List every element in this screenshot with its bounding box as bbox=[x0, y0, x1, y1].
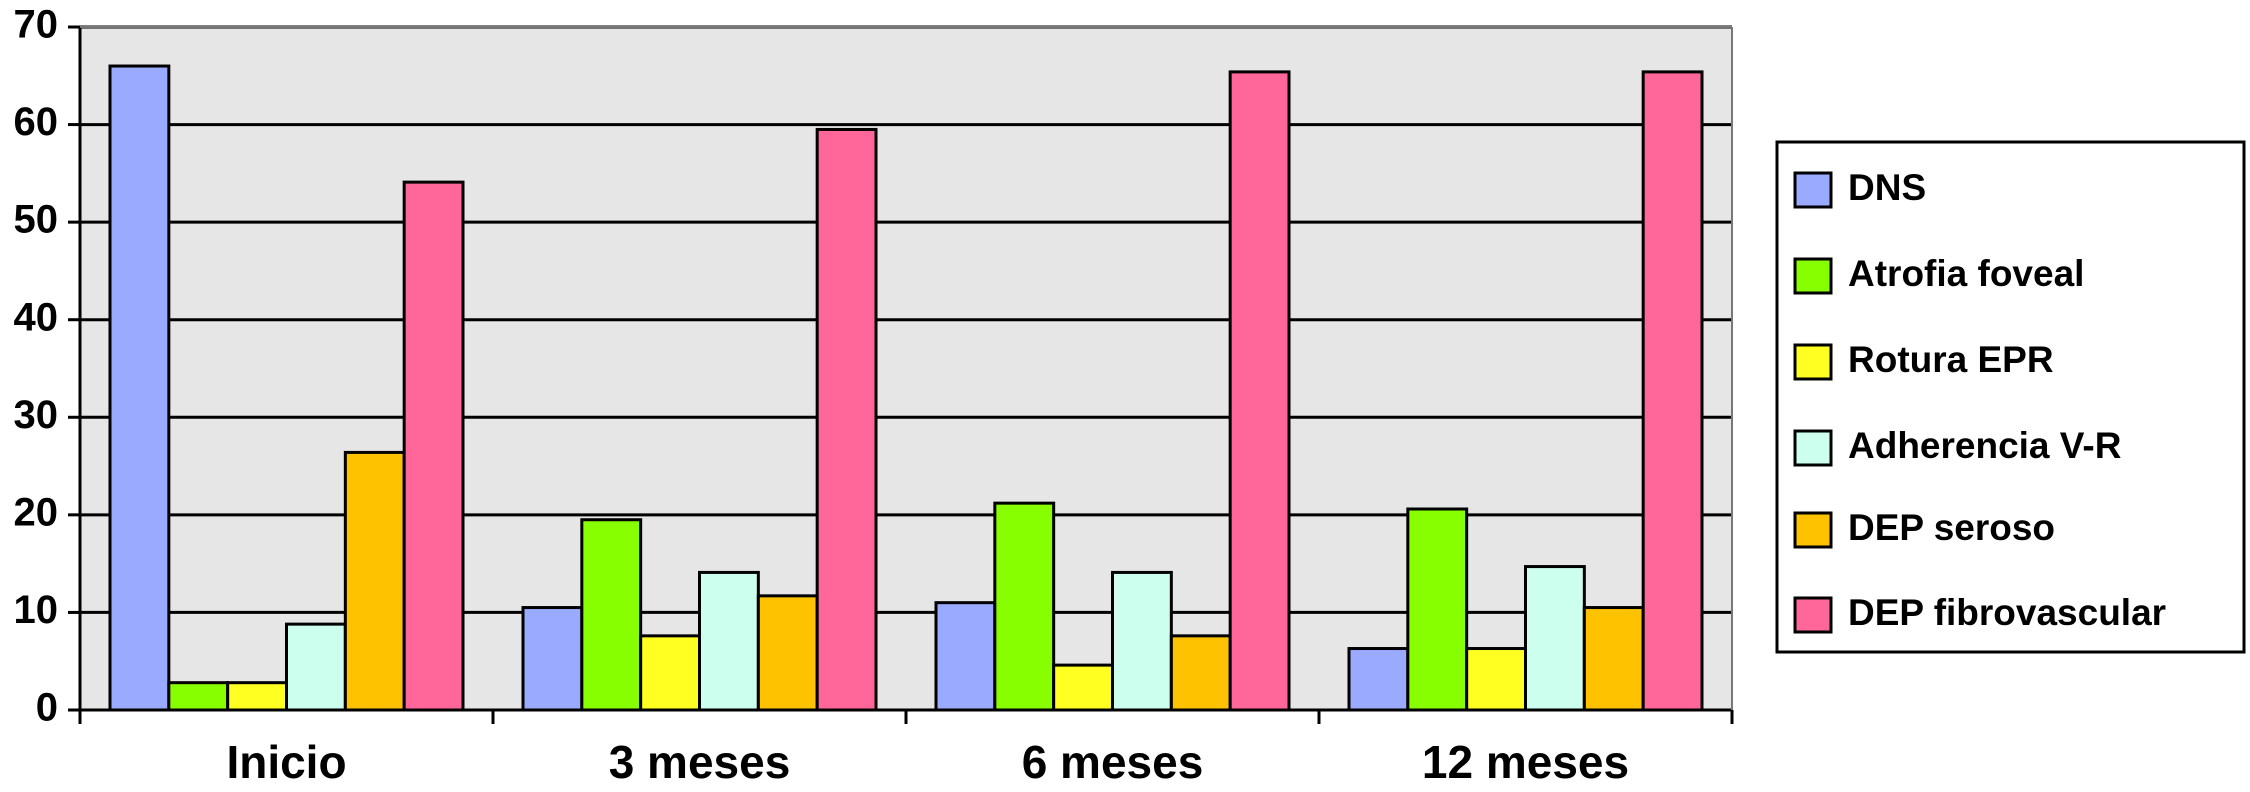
bar-rotura-epr-1 bbox=[639, 634, 702, 712]
bar-adherencia-v-r-1 bbox=[698, 570, 760, 712]
legend-label: Rotura EPR bbox=[1848, 339, 2054, 380]
bar-dep-seroso-1 bbox=[756, 594, 819, 712]
legend-swatch bbox=[1793, 596, 1833, 634]
legend-box bbox=[1775, 140, 2246, 654]
bar-dns-1 bbox=[521, 606, 584, 712]
bar-atrofia-foveal-1 bbox=[580, 518, 643, 712]
bar-dep-fibrovascular-1 bbox=[815, 127, 878, 712]
legend-swatch bbox=[1793, 171, 1833, 209]
x-tick-label: 6 meses bbox=[1022, 736, 1204, 788]
bar-atrofia-foveal-3 bbox=[1406, 507, 1469, 712]
legend-swatch bbox=[1793, 343, 1833, 381]
bar-rotura-epr-0 bbox=[226, 681, 289, 712]
bar-dep-seroso-2 bbox=[1169, 634, 1232, 712]
bar-rotura-epr-3 bbox=[1465, 647, 1527, 712]
legend-swatch bbox=[1793, 511, 1833, 549]
bar-dep-seroso-0 bbox=[343, 450, 406, 712]
legend-swatch bbox=[1793, 257, 1833, 295]
plot-area bbox=[80, 27, 1732, 710]
axes bbox=[78, 26, 1734, 724]
y-tick-label: 40 bbox=[14, 295, 59, 339]
legend-label: DEP fibrovascular bbox=[1848, 592, 2166, 633]
legend-label: Atrofia foveal bbox=[1848, 253, 2084, 294]
bar-dns-3 bbox=[1347, 647, 1410, 712]
y-tick-label: 70 bbox=[14, 3, 59, 47]
legend-swatch bbox=[1793, 429, 1833, 467]
y-tick-label: 10 bbox=[14, 588, 59, 632]
x-tick-labels: Inicio 3 meses 6 meses 12 meses bbox=[226, 736, 1629, 788]
legend-label: DNS bbox=[1848, 167, 1926, 208]
y-tick-label: 20 bbox=[14, 490, 59, 534]
bar-dep-fibrovascular-2 bbox=[1228, 70, 1291, 712]
x-tick-label: Inicio bbox=[226, 736, 346, 788]
legend-label: DEP seroso bbox=[1848, 507, 2055, 548]
bar-rotura-epr-2 bbox=[1052, 663, 1114, 712]
y-tick-label: 30 bbox=[14, 393, 59, 437]
bars bbox=[108, 64, 1704, 712]
bar-dep-fibrovascular-3 bbox=[1641, 70, 1704, 712]
x-tick-label: 3 meses bbox=[609, 736, 791, 788]
bar-atrofia-foveal-0 bbox=[167, 681, 230, 712]
bar-adherencia-v-r-0 bbox=[285, 622, 347, 712]
bar-adherencia-v-r-3 bbox=[1524, 565, 1586, 712]
x-tick-label: 12 meses bbox=[1422, 736, 1629, 788]
bar-dns-0 bbox=[108, 64, 171, 712]
y-tick-label: 0 bbox=[36, 686, 58, 730]
y-tick-label: 60 bbox=[14, 100, 59, 144]
bar-dep-seroso-3 bbox=[1582, 606, 1645, 712]
bar-dep-fibrovascular-0 bbox=[402, 180, 465, 712]
legend: DNS Atrofia foveal Rotura EPR Adherencia V-… bbox=[1775, 140, 2246, 654]
bar-adherencia-v-r-2 bbox=[1111, 570, 1173, 712]
y-tick-label: 50 bbox=[14, 198, 59, 242]
y-tick-labels: 0 10 20 30 40 50 60 70 bbox=[14, 3, 59, 730]
bar-atrofia-foveal-2 bbox=[993, 501, 1056, 712]
legend-label: Adherencia V-R bbox=[1848, 425, 2121, 466]
bar-dns-2 bbox=[934, 601, 997, 712]
